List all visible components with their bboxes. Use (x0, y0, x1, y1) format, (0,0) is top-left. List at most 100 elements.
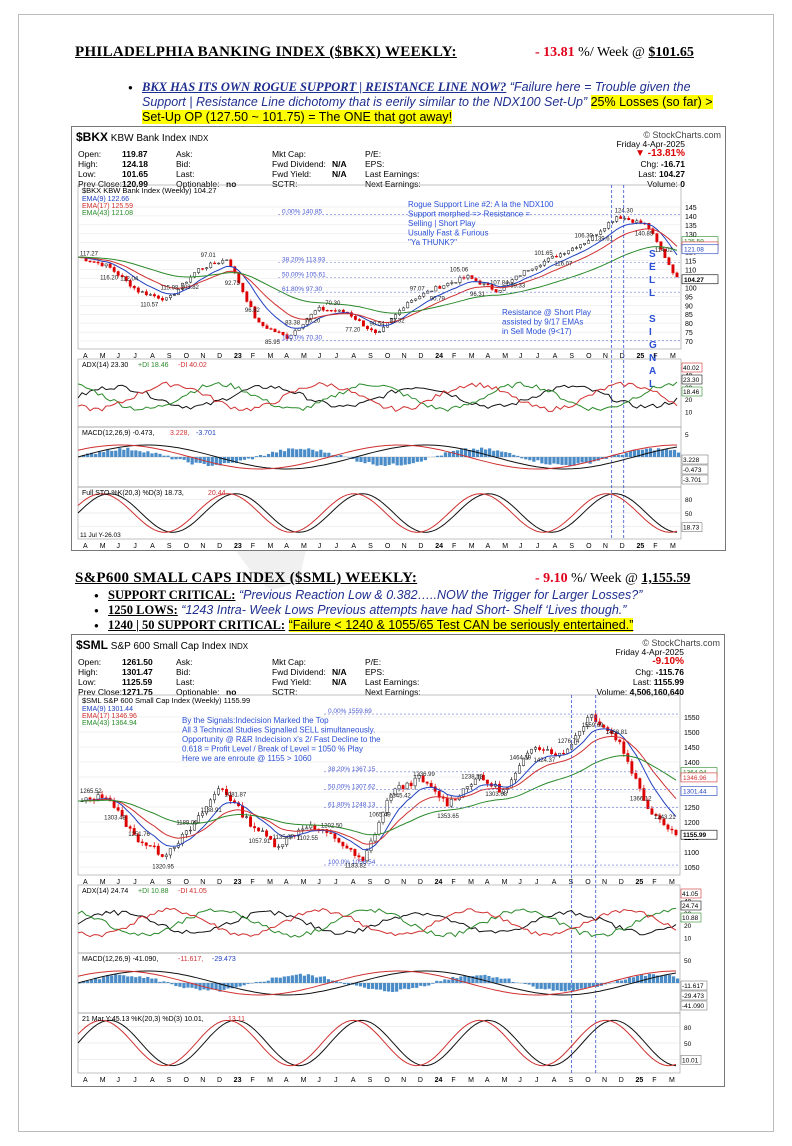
candle-body (253, 826, 257, 829)
legend-ema43: EMA(43) 1364.94 (82, 720, 137, 727)
macd-histogram-bar (367, 457, 371, 463)
x-tick-label: J (335, 543, 339, 550)
sml-chart[interactable]: $SML S&P 600 Small Cap Index INDX © Stoc… (71, 634, 725, 1087)
candle-body (406, 302, 410, 309)
macd-histogram-bar (134, 977, 138, 983)
macd-histogram-bar (299, 448, 303, 457)
candle-body (313, 825, 317, 830)
candle-body (281, 844, 285, 848)
macd-histogram-bar (86, 980, 90, 983)
bkx-quote-earn: P/E: EPS: Last Earnings: Next Earnings: (365, 149, 421, 189)
macd-histogram-bar (524, 457, 528, 460)
macd-histogram-bar (90, 452, 94, 457)
candle-body (631, 219, 635, 223)
price-point-label: 1345.42 (389, 793, 411, 799)
macd-tag-box (680, 1000, 708, 1011)
macd-tag: -29.473 (682, 993, 704, 1000)
sml-chart-svg: 1550150014501400135013001250120011501100… (77, 694, 718, 1084)
fib-label: 50.00% 105.61 (282, 271, 326, 278)
footer-date: 11 Jul Y-26.03 (80, 532, 121, 539)
macd-histogram-bar (548, 457, 552, 465)
macd-histogram-bar (138, 976, 142, 983)
macd-histogram-bar (238, 983, 242, 987)
price-point-label: 90.54 (370, 322, 386, 328)
candle-body (518, 275, 522, 277)
x-tick-label: D (620, 353, 625, 360)
x-tick-label: A (552, 1077, 557, 1084)
legend-ema9: EMA(9) 1301.44 (82, 706, 133, 713)
macd-histogram-bar (587, 983, 591, 987)
macd-histogram-bar (567, 983, 571, 991)
candle-body (361, 856, 365, 862)
candle-body (510, 279, 514, 283)
candle-body (445, 797, 449, 807)
candle-body (623, 218, 627, 220)
price-point-label: 1081.87 (225, 793, 247, 799)
bkx-chart-svg: 1451401351301251201151101051009590858075… (77, 184, 719, 550)
price-point-label: 1303.48 (104, 816, 126, 822)
macd-histogram-bar (306, 974, 310, 983)
x-tick-label: J (334, 1077, 338, 1084)
macd-histogram-bar (118, 974, 122, 983)
price-point-label: 1135.07 (273, 835, 295, 841)
x-tick-label: J (317, 879, 321, 886)
annotation-text: Opportunity @ R&R Indecision x's 2/ Fast… (182, 735, 381, 744)
y-tick-label: 130 (685, 232, 697, 239)
x-tick-label: J (133, 353, 137, 360)
x-tick-label: 25 (636, 353, 644, 360)
sto-d-label: 20.44 (208, 490, 226, 497)
candle-body (634, 773, 638, 779)
x-tick-label: O (384, 1077, 390, 1084)
bkx-chart[interactable]: $BKX KBW Bank Index INDX © StockCharts.c… (71, 126, 726, 551)
sell-signal-letter: E (649, 262, 656, 273)
macd-histogram-bar (435, 455, 439, 457)
fib-label: 100.0% 1056.54 (328, 859, 376, 866)
x-tick-label: N (603, 353, 608, 360)
macd-histogram-bar (591, 983, 595, 987)
y-tick-label: 1050 (684, 865, 700, 872)
annotation-text: All 3 Technical Studies Signalled SELL s… (182, 726, 375, 735)
macd-histogram-bar (315, 451, 319, 457)
candle-body (454, 282, 458, 284)
candle-body (582, 726, 586, 732)
macd-histogram-bar (194, 983, 198, 989)
macd-line (77, 970, 677, 996)
price-point-label: 1468.81 (606, 730, 628, 736)
candle-body (140, 841, 144, 843)
x-tick-label: F (451, 879, 455, 886)
sml-title: S&P600 SMALL CAPS INDEX ($SML) WEEKLY: (75, 570, 418, 586)
adx-tag: 10.88 (682, 915, 699, 922)
y-tick-label: 20 (685, 397, 693, 404)
candle-body (494, 289, 498, 293)
candle-body (225, 259, 229, 261)
macd-histogram-bar (415, 983, 419, 988)
macd-histogram-bar (307, 448, 311, 457)
candle-body (385, 800, 389, 813)
bkx-bullets: BKX HAS ITS OWN ROGUE SUPPORT | REISTANC… (128, 80, 728, 125)
macd-histogram-bar (540, 457, 544, 464)
candle-body (534, 266, 538, 270)
candle-body (144, 842, 148, 846)
price-tag-box (681, 244, 719, 255)
fib-label: 0.00% 140.85 (282, 208, 323, 215)
macd-histogram-bar (222, 983, 226, 990)
candle-body (405, 782, 409, 790)
macd-histogram-bar (295, 449, 299, 457)
macd-histogram-bar (154, 978, 158, 983)
macd-histogram-bar (451, 976, 455, 983)
candle-body (501, 789, 505, 793)
candle-body (418, 296, 422, 300)
macd-histogram-bar (222, 457, 226, 464)
candle-body (542, 749, 545, 751)
macd-histogram-bar (270, 977, 274, 983)
candle-body (409, 782, 413, 787)
candle-body (437, 791, 441, 798)
x-tick-label: F (451, 1077, 455, 1084)
sml-price: 1,155.59 (641, 571, 691, 586)
bkx-change-suffix: %/ Week @ (574, 45, 649, 60)
price-point-label: 139.61 (595, 236, 614, 242)
macd-histogram-bar (278, 977, 282, 983)
candle-body (100, 794, 104, 799)
candle-body (269, 836, 273, 840)
macd-histogram-bar (427, 983, 431, 986)
